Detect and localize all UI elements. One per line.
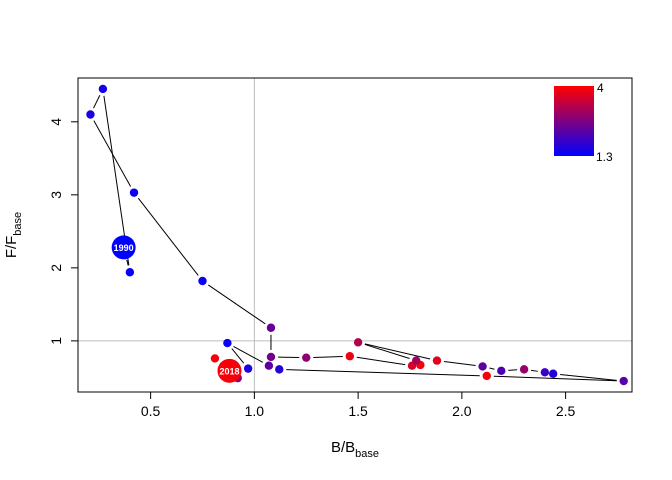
trajectory-segment	[443, 360, 476, 367]
x-axis-title: B/Bbase	[331, 439, 379, 460]
x-axis-title-main: B/B	[331, 439, 355, 456]
trajectory-segment	[207, 284, 266, 325]
data-points: 1990 2018	[86, 84, 628, 386]
start-point-marker	[111, 235, 136, 260]
trajectory-segment	[364, 343, 431, 360]
trajectory-segment	[356, 356, 406, 366]
data-point	[548, 369, 558, 378]
data-point	[223, 338, 232, 348]
data-point	[125, 268, 135, 277]
color-legend-max-label: 4	[597, 81, 604, 95]
data-point	[266, 352, 276, 362]
data-point	[432, 356, 442, 365]
data-point	[129, 188, 139, 197]
color-legend-min-label: 1.3	[596, 150, 613, 164]
data-point	[353, 338, 363, 347]
trajectory-segment	[364, 343, 410, 359]
trajectory-segment	[231, 348, 245, 364]
data-point	[519, 365, 529, 374]
trajectory-lines	[93, 95, 617, 382]
y-tick-label: 2	[48, 264, 64, 272]
data-point	[482, 371, 491, 381]
data-point	[264, 361, 274, 370]
start-year-label: 1990	[114, 243, 134, 253]
trajectory-segment	[93, 95, 101, 109]
data-point	[198, 276, 207, 286]
x-tick-label: 2.0	[452, 403, 472, 419]
trajectory-segment	[560, 373, 617, 381]
x-tick-label: 1.5	[348, 403, 368, 419]
trajectory-segment	[286, 369, 480, 377]
y-tick-label: 1	[48, 337, 64, 345]
y-axis-title: F/Fbase	[3, 212, 24, 258]
trajectory-segment	[233, 345, 263, 363]
x-axis-title-sub: base	[355, 448, 379, 460]
color-legend-bar	[554, 86, 594, 156]
y-tick-label: 4	[48, 118, 64, 126]
x-tick-label: 1.0	[245, 403, 265, 419]
data-point	[619, 376, 628, 386]
data-point	[345, 352, 355, 361]
end-point-marker	[217, 358, 242, 383]
data-point	[266, 323, 276, 332]
data-point	[86, 110, 95, 119]
trajectory-segment	[126, 259, 129, 266]
data-point	[497, 366, 506, 376]
trajectory-segment	[93, 120, 132, 187]
data-point	[540, 368, 550, 377]
color-legend: 4 1.3	[554, 81, 613, 164]
end-year-label: 2018	[219, 366, 239, 376]
trajectory-segment	[530, 369, 538, 372]
data-point	[302, 353, 311, 362]
y-axis-title-sub: base	[12, 212, 24, 236]
y-axis-title-main: F/F	[3, 236, 20, 259]
data-point	[478, 362, 487, 371]
trajectory-segment	[137, 197, 199, 276]
data-point	[275, 365, 284, 374]
data-point	[210, 354, 220, 363]
y-tick-label: 3	[48, 191, 64, 199]
trajectory-segment	[313, 355, 343, 358]
trajectory-segment	[508, 369, 518, 371]
x-tick-label: 2.5	[556, 403, 576, 419]
x-tick-label: 0.5	[141, 403, 161, 419]
data-point	[243, 364, 253, 373]
data-point	[98, 84, 108, 94]
data-point	[412, 356, 421, 365]
y-axis: 1 2 3 4	[48, 118, 79, 345]
trajectory-segment	[489, 367, 495, 370]
trajectory-segment	[493, 375, 617, 382]
x-axis: 0.5 1.0 1.5 2.0 2.5	[141, 391, 576, 419]
